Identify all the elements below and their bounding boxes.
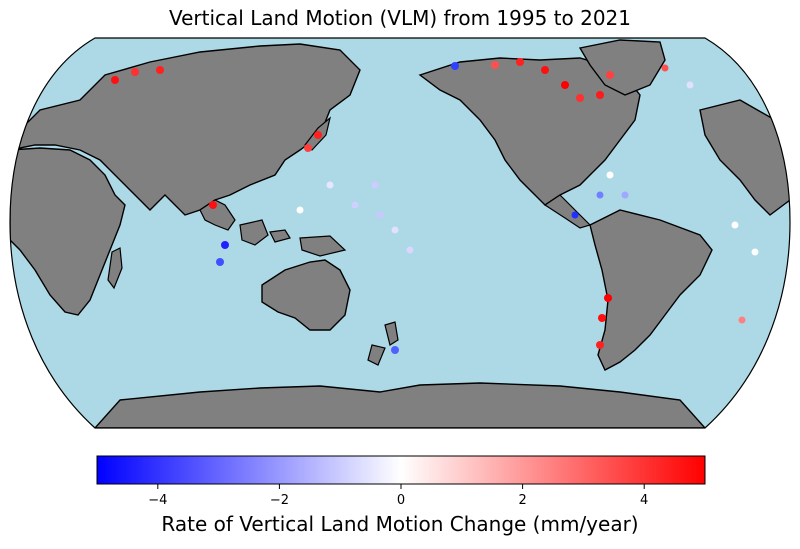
- colorbar-tick-label: −2: [270, 493, 289, 508]
- land-antarctica: [93, 382, 707, 428]
- land-greenland: [578, 39, 666, 96]
- station-marker: [371, 181, 379, 189]
- station-marker: [661, 64, 669, 72]
- station-marker: [406, 246, 414, 254]
- colorbar-tick-label: 4: [640, 493, 648, 508]
- station-marker: [598, 314, 606, 322]
- station-marker: [326, 181, 334, 189]
- land-indochina: [199, 199, 236, 231]
- station-marker: [131, 68, 139, 76]
- land-africa: [10, 147, 126, 316]
- land-indonesia: [239, 219, 291, 246]
- station-marker: [738, 316, 746, 324]
- station-marker: [156, 66, 164, 74]
- station-marker: [314, 131, 322, 139]
- colorbar-tick-label: 0: [397, 493, 405, 508]
- station-marker: [111, 76, 119, 84]
- station-marker: [686, 81, 694, 89]
- station-marker: [304, 144, 312, 152]
- colorbar-gradient: [96, 455, 706, 485]
- colorbar-tick-label: −4: [148, 493, 167, 508]
- land-eurasia: [10, 43, 361, 216]
- colorbar-tick-label: 2: [518, 493, 526, 508]
- land-australia: [261, 259, 351, 331]
- land-madagascar: [107, 247, 123, 290]
- station-marker: [606, 171, 614, 179]
- station-marker: [621, 191, 629, 199]
- station-marker: [604, 294, 612, 302]
- landmasses: [10, 39, 790, 428]
- station-marker: [391, 226, 399, 234]
- station-marker: [576, 94, 584, 102]
- station-marker: [516, 58, 524, 66]
- station-marker: [216, 258, 224, 266]
- station-marker: [596, 341, 604, 349]
- station-marker: [731, 221, 739, 229]
- station-marker: [596, 191, 604, 199]
- station-marker: [596, 91, 604, 99]
- station-marker: [296, 206, 304, 214]
- colorbar: −4 −2 0 2 4: [96, 455, 706, 508]
- station-marker: [541, 66, 549, 74]
- station-marker: [561, 81, 569, 89]
- station-marker: [209, 201, 217, 209]
- station-marker: [491, 61, 499, 69]
- station-marker: [351, 201, 359, 209]
- land-new-guinea: [299, 235, 347, 257]
- colorbar-label: Rate of Vertical Land Motion Change (mm/…: [161, 512, 639, 536]
- station-marker: [391, 346, 399, 354]
- station-marker: [751, 248, 759, 256]
- chart-title: Vertical Land Motion (VLM) from 1995 to …: [168, 6, 632, 30]
- station-marker: [606, 71, 614, 79]
- station-marker: [451, 62, 459, 70]
- map-frame: [9, 37, 791, 429]
- station-markers: [111, 58, 759, 354]
- colorbar-ticks: −4 −2 0 2 4: [148, 484, 648, 508]
- land-europe-east: [699, 99, 790, 216]
- station-marker: [376, 211, 384, 219]
- station-marker: [221, 241, 229, 249]
- land-north-america: [418, 57, 641, 206]
- land-new-zealand: [367, 321, 399, 366]
- station-marker: [571, 211, 579, 219]
